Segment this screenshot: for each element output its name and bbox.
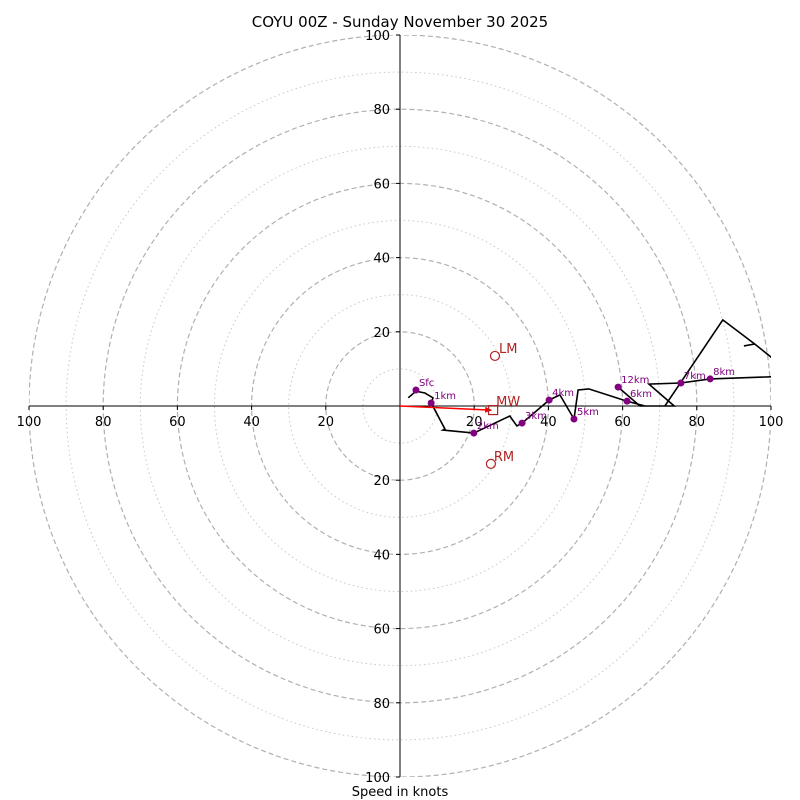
x-tick-label: 60 <box>614 415 631 430</box>
hodograph-trace <box>407 318 771 434</box>
x-tick-label: 20 <box>466 415 483 430</box>
height-marker-dot <box>545 396 553 404</box>
tick-labels: 100 80 60 40 20 20 40 60 80 100 100 80 60 40 20 20 40 60 8… <box>17 29 784 786</box>
y-tick-label: 20 <box>373 326 390 341</box>
left-mover-label: LM <box>499 342 517 357</box>
height-marker-dot <box>518 419 526 427</box>
height-marker-label: 3km <box>525 411 547 422</box>
x-tick-label: 100 <box>759 415 784 430</box>
y-tick-label: 60 <box>373 623 390 638</box>
height-marker-dot <box>706 375 714 383</box>
y-tick-label: 80 <box>373 103 390 118</box>
right-mover-marker <box>485 458 496 469</box>
chart-title: COYU 00Z - Sunday November 30 2025 <box>252 13 548 31</box>
x-tick-label: 40 <box>540 415 557 430</box>
y-tick-label: 40 <box>373 252 390 267</box>
x-tick-label: 80 <box>689 415 706 430</box>
height-marker-label: 2km <box>477 421 499 432</box>
y-tick-label: 60 <box>373 177 390 192</box>
height-marker-dot <box>623 397 631 405</box>
y-tick-label: 80 <box>373 697 390 712</box>
right-mover-label: RM <box>494 450 514 465</box>
x-tick-label: 20 <box>318 415 335 430</box>
mean-wind-label: MW <box>496 395 520 410</box>
x-tick-label: 100 <box>17 415 42 430</box>
x-tick-label: 60 <box>169 415 186 430</box>
y-tick-label: 100 <box>365 771 390 786</box>
y-tick-label: 20 <box>373 474 390 489</box>
height-marker-label: 12km <box>621 375 649 386</box>
hodograph-line-segment <box>743 343 755 347</box>
height-marker-dot <box>570 415 578 423</box>
height-marker-label: 7km <box>684 371 706 382</box>
height-marker-dot <box>677 379 685 387</box>
x-axis-label: Speed in knots <box>352 785 449 800</box>
mean-wind-arrow <box>399 405 493 413</box>
height-marker-label: 1km <box>434 391 456 402</box>
height-marker-dot <box>470 429 478 437</box>
height-marker-label: 5km <box>577 407 599 418</box>
y-tick-label: 40 <box>373 548 390 563</box>
height-marker-label: 8km <box>713 367 735 378</box>
height-marker-label: 6km <box>630 389 652 400</box>
height-marker-dot <box>412 386 420 394</box>
height-marker-label: 4km <box>552 388 574 399</box>
hodograph-line <box>407 318 771 434</box>
left-mover-marker <box>489 350 501 362</box>
storm-motion-markers: LM RM MW <box>485 342 520 469</box>
height-marker-label: Sfc <box>419 378 434 389</box>
mean-wind-arrow-group <box>399 405 493 413</box>
mean-wind-marker <box>488 404 499 416</box>
x-tick-label: 40 <box>243 415 260 430</box>
height-marker-dot <box>614 383 622 391</box>
y-tick-label: 100 <box>365 29 390 44</box>
height-marker-dot <box>427 399 435 407</box>
x-tick-label: 80 <box>95 415 112 430</box>
